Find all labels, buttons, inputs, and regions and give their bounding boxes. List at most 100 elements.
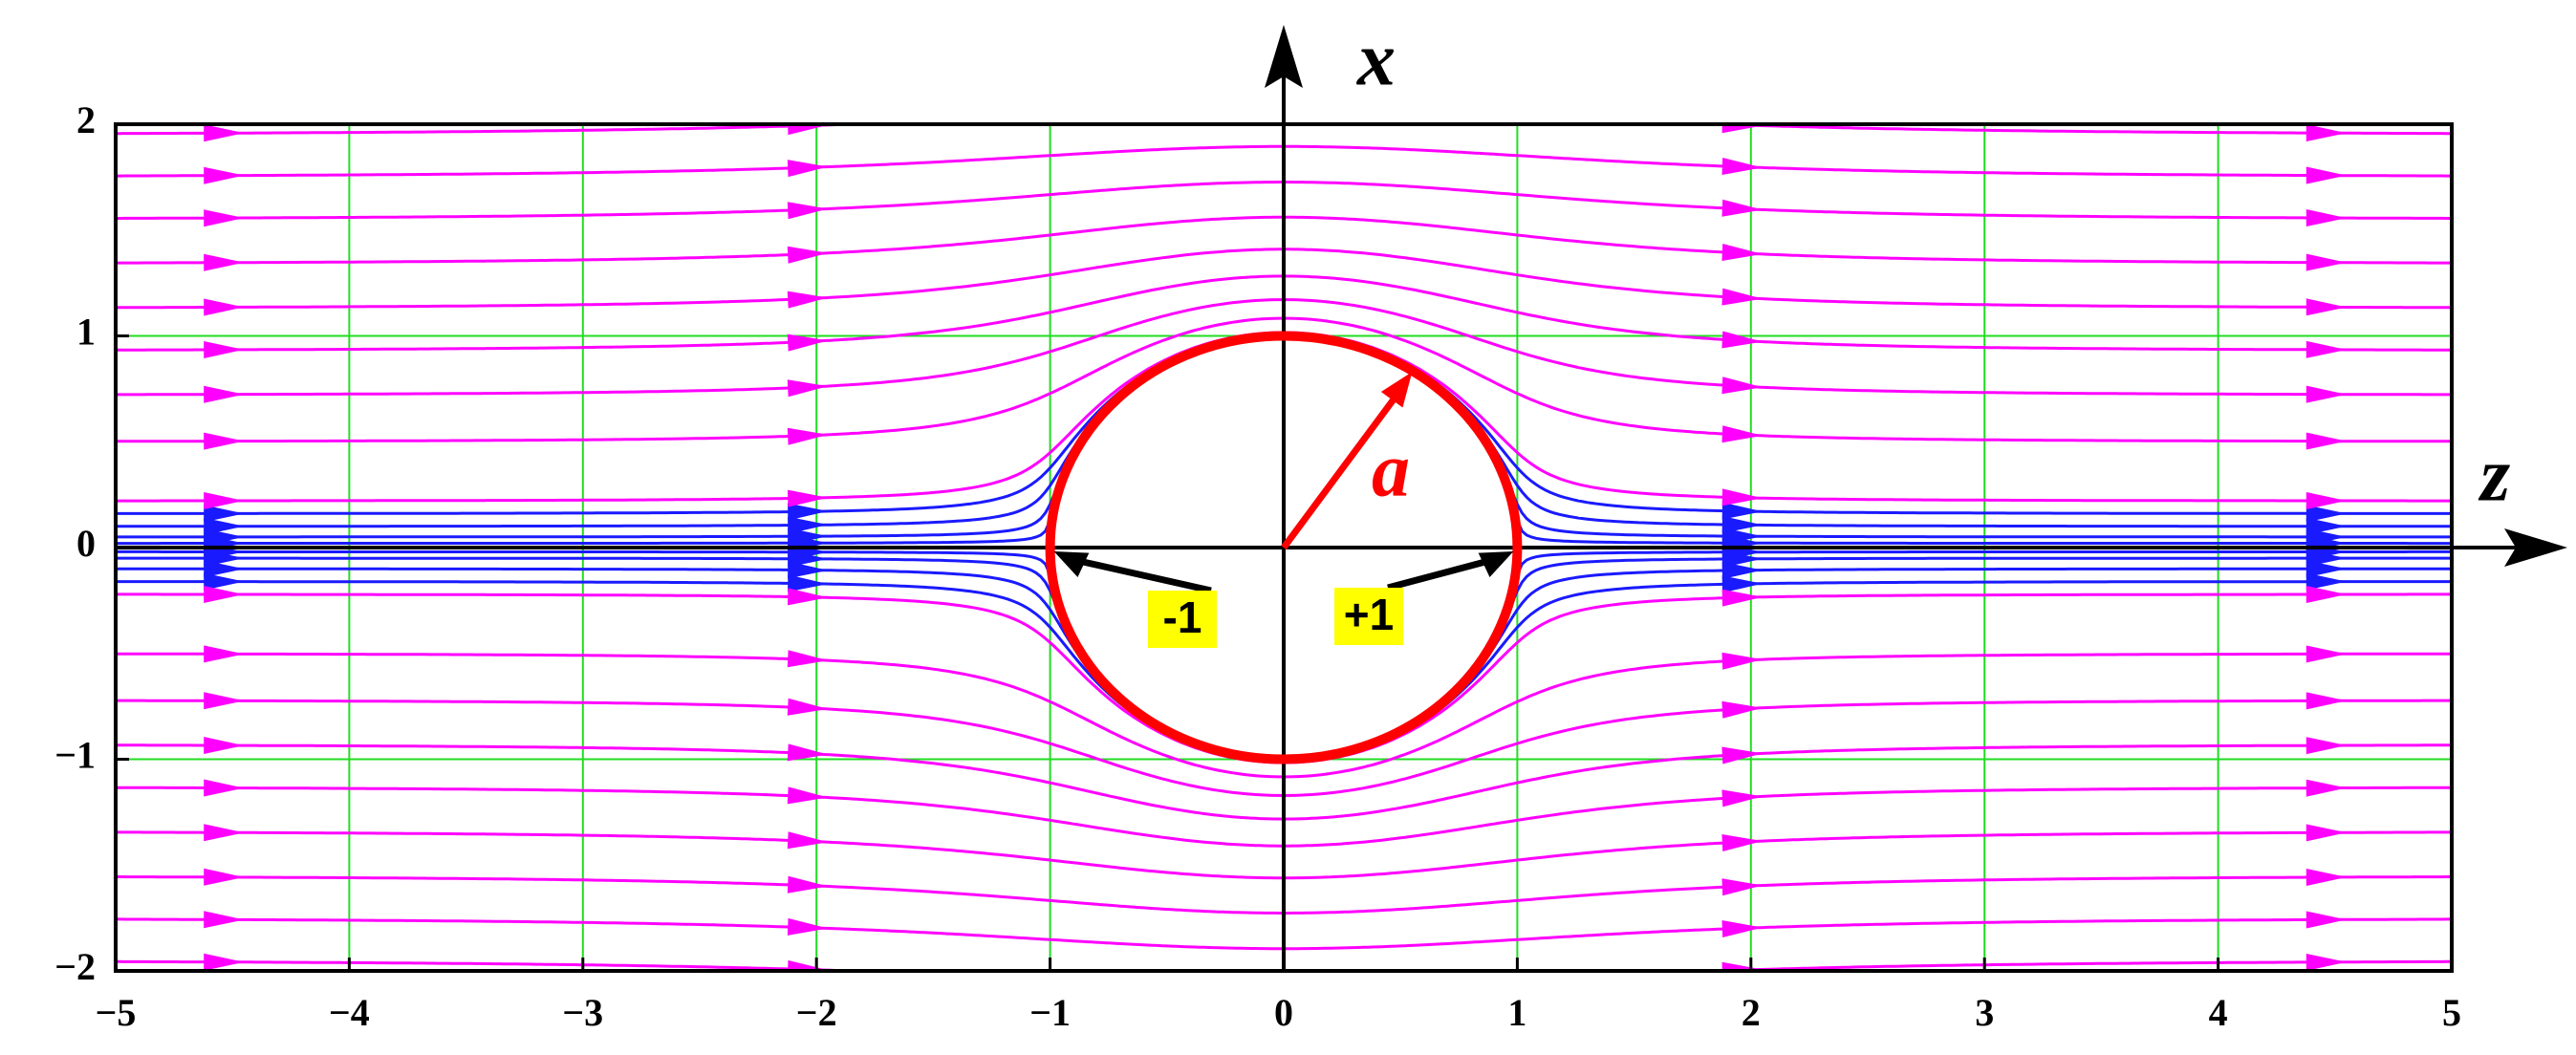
x-tick-label: 2: [1742, 991, 1761, 1034]
flow-arrow: [1721, 834, 1763, 852]
flow-arrow: [2305, 253, 2347, 271]
flow-arrow: [1721, 528, 1763, 546]
flow-arrow: [787, 831, 829, 850]
flow-arrow: [2305, 432, 2347, 450]
flow-arrow: [787, 427, 829, 445]
flow-arrow: [2305, 953, 2347, 971]
flow-arrow: [788, 588, 829, 606]
flow-arrow: [788, 561, 829, 579]
flow-arrow: [204, 645, 245, 663]
flow-arrow: [204, 586, 245, 603]
label-arrowhead: [1478, 551, 1514, 578]
flow-arrow: [2305, 869, 2347, 887]
flow-arrow: [1721, 515, 1763, 533]
flow-arrow: [1721, 562, 1763, 580]
flow-arrow: [1721, 746, 1763, 764]
x-tick-label: 0: [1274, 991, 1293, 1034]
flow-arrow: [2305, 586, 2347, 603]
radius-arrow: [1281, 385, 1406, 550]
flow-arrow: [204, 432, 245, 450]
flow-arrow: [787, 698, 829, 716]
streamline: [116, 959, 2452, 971]
flow-arrow: [2305, 645, 2347, 663]
flow-arrow: [204, 560, 245, 578]
label-arrow: [1387, 557, 1490, 592]
flow-arrow: [787, 291, 829, 309]
flow-arrow: [788, 528, 829, 546]
y-tick-label: −1: [54, 734, 96, 777]
flow-arrow: [1721, 331, 1763, 349]
y-tick-label: 1: [76, 311, 96, 354]
flow-arrow: [787, 959, 829, 971]
flow-arrow: [787, 334, 829, 352]
flow-arrow: [204, 517, 245, 535]
flow-arrow: [2305, 385, 2347, 403]
flow-arrow: [204, 166, 245, 184]
flow-arrow: [1721, 589, 1763, 607]
x-axis-arrow: [1265, 25, 1303, 88]
label-box: [1148, 591, 1217, 648]
flow-arrow: [204, 124, 245, 142]
flow-arrow: [787, 650, 829, 668]
flow-arrow: [787, 160, 829, 178]
x-tick-label: 4: [2209, 991, 2228, 1034]
flow-arrow: [787, 124, 829, 136]
flow-arrow: [1721, 377, 1763, 395]
flow-arrow: [2305, 572, 2347, 591]
flow-arrow: [788, 549, 829, 568]
flow-arrow: [204, 253, 245, 271]
label-arrowhead: [1053, 551, 1090, 578]
flow-arrow: [1721, 652, 1763, 670]
x-tick-label: −5: [96, 991, 137, 1034]
flow-arrow: [787, 786, 829, 805]
flow-arrow: [2305, 737, 2347, 755]
streamline: [116, 124, 2452, 136]
flow-arrow: [204, 911, 245, 929]
flow-arrow: [204, 736, 245, 754]
flow-arrow: [1721, 488, 1763, 506]
flow-arrow: [1721, 288, 1763, 306]
flow-arrow: [788, 574, 829, 592]
flow-arrow: [204, 492, 245, 509]
flow-arrow: [2305, 692, 2347, 710]
flow-arrow: [2305, 505, 2347, 523]
flow-arrow: [1721, 243, 1763, 261]
x-tick-label: −2: [796, 991, 837, 1034]
flow-arrow: [787, 917, 829, 936]
z-axis-arrow: [2504, 528, 2567, 567]
flow-arrow: [788, 516, 829, 534]
flow-arrow: [788, 489, 829, 507]
flow-arrow: [204, 572, 245, 591]
flow-arrow: [1721, 549, 1763, 568]
flow-arrow: [204, 505, 245, 523]
annotation: +1: [1344, 590, 1394, 639]
flow-arrow: [2305, 779, 2347, 797]
flow-arrow: [204, 298, 245, 316]
flow-arrow: [1721, 789, 1763, 807]
flow-arrow: [2305, 517, 2347, 535]
flow-arrow: [204, 341, 245, 359]
flow-arrow: [204, 209, 245, 227]
flow-arrow: [204, 953, 245, 971]
flow-arrow: [1721, 575, 1763, 593]
flow-arrow: [204, 692, 245, 710]
flow-arrow: [787, 202, 829, 220]
flow-arrow: [2305, 208, 2347, 226]
flow-arrow: [787, 379, 829, 398]
x-tick-label: −3: [562, 991, 603, 1034]
flow-arrow: [1721, 700, 1763, 719]
flow-arrow: [2305, 298, 2347, 316]
flow-arrow: [2305, 124, 2347, 142]
flow-arrow: [204, 779, 245, 797]
x-axis-label: z: [2478, 433, 2510, 517]
flow-arrow: [2305, 166, 2347, 184]
x-tick-label: −1: [1029, 991, 1071, 1034]
flow-arrow: [2305, 492, 2347, 509]
x-tick-label: 1: [1507, 991, 1526, 1034]
label-box: [1334, 588, 1403, 645]
flow-arrow: [1721, 920, 1763, 938]
flow-arrow: [1721, 425, 1763, 443]
flow-arrow: [1721, 878, 1763, 896]
